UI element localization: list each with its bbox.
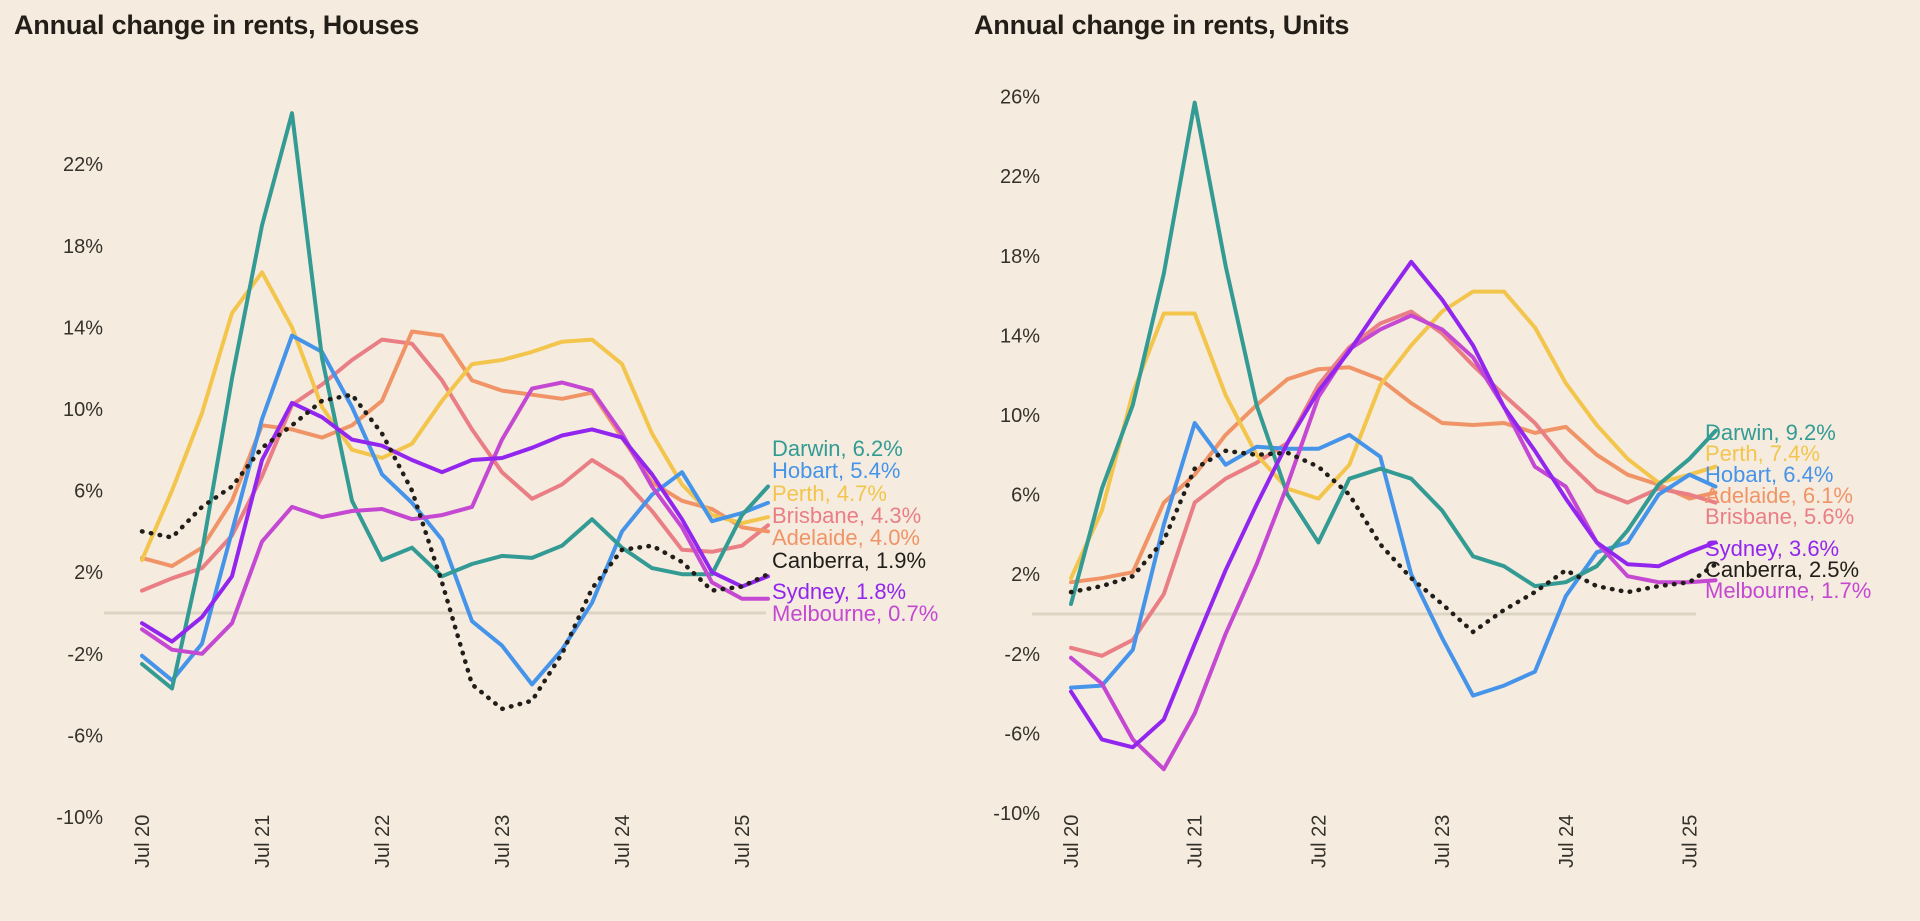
houses-chart-panel: Annual change in rents, Houses 22% 18% 14%… [14,10,938,868]
y-axis-label: 22% [63,154,103,176]
y-axis-label: 14% [63,317,103,339]
units-chart-title: Annual change in rents, Units [974,10,1350,40]
x-axis-label: Jul 23 [1432,815,1454,868]
y-axis-label: 6% [1011,485,1040,507]
y-axis-label: 18% [1000,246,1040,268]
x-axis-label: Jul 23 [492,815,514,868]
series-line-hobart [140,333,770,687]
y-axis-label: 10% [1000,405,1040,427]
series-line-adelaide [1069,365,1718,585]
y-axis-label: -10% [56,807,103,829]
y-axis-label: 6% [74,481,103,503]
y-axis-label: 26% [1000,87,1040,109]
y-axis-label: 2% [74,562,103,584]
y-axis-label: 2% [1011,564,1040,586]
units-chart-panel: Annual change in rents, Units 26% 22% 18% 1… [960,0,1920,921]
series-line-sydney [140,400,770,644]
series-line-adelaide [140,329,770,569]
series-line-darwin [140,111,770,691]
x-axis-label: Jul 25 [1680,815,1702,868]
series-line-brisbane [1069,309,1718,658]
y-axis-label: -2% [1004,644,1040,666]
series-line-canberra [139,392,771,712]
series-line-darwin [1069,100,1718,606]
houses-chart-title: Annual change in rents, Houses [14,10,420,40]
y-axis-label: -10% [993,803,1040,825]
houses-chart-svg: 22% 18% 14% 10% 6% 2% -2% -6% -10% Jul 20 Jul 21 Ju… [56,111,771,868]
y-axis-label: 14% [1000,325,1040,347]
y-axis-label: 22% [1000,166,1040,188]
x-axis-label: Jul 22 [372,815,394,868]
x-axis-label: Jul 20 [1061,815,1083,868]
series-line-melbourne [1069,313,1718,772]
x-axis-label: Jul 25 [732,815,754,868]
y-axis-label: -6% [1004,723,1040,745]
series-line-sydney [1069,259,1718,750]
y-axis-label: -2% [67,644,103,666]
y-axis-label: 10% [63,399,103,421]
series-line-brisbane [140,337,770,593]
x-axis-label: Jul 24 [1556,815,1578,868]
series-line-melbourne [140,380,770,656]
x-axis-label: Jul 24 [612,815,634,868]
x-axis-label: Jul 21 [252,815,274,868]
x-axis-label: Jul 22 [1308,815,1330,868]
x-axis-label: Jul 20 [132,815,154,868]
units-chart-svg: 26% 22% 18% 14% 10% 6% 2% -2% -6% -10% Jul 20 Jul 2… [993,87,1718,868]
y-axis-label: 18% [63,236,103,258]
series-line-perth [1069,289,1718,581]
y-axis-label: -6% [67,725,103,747]
x-axis-label: Jul 21 [1185,815,1207,868]
series-line-canberra [1068,448,1718,635]
